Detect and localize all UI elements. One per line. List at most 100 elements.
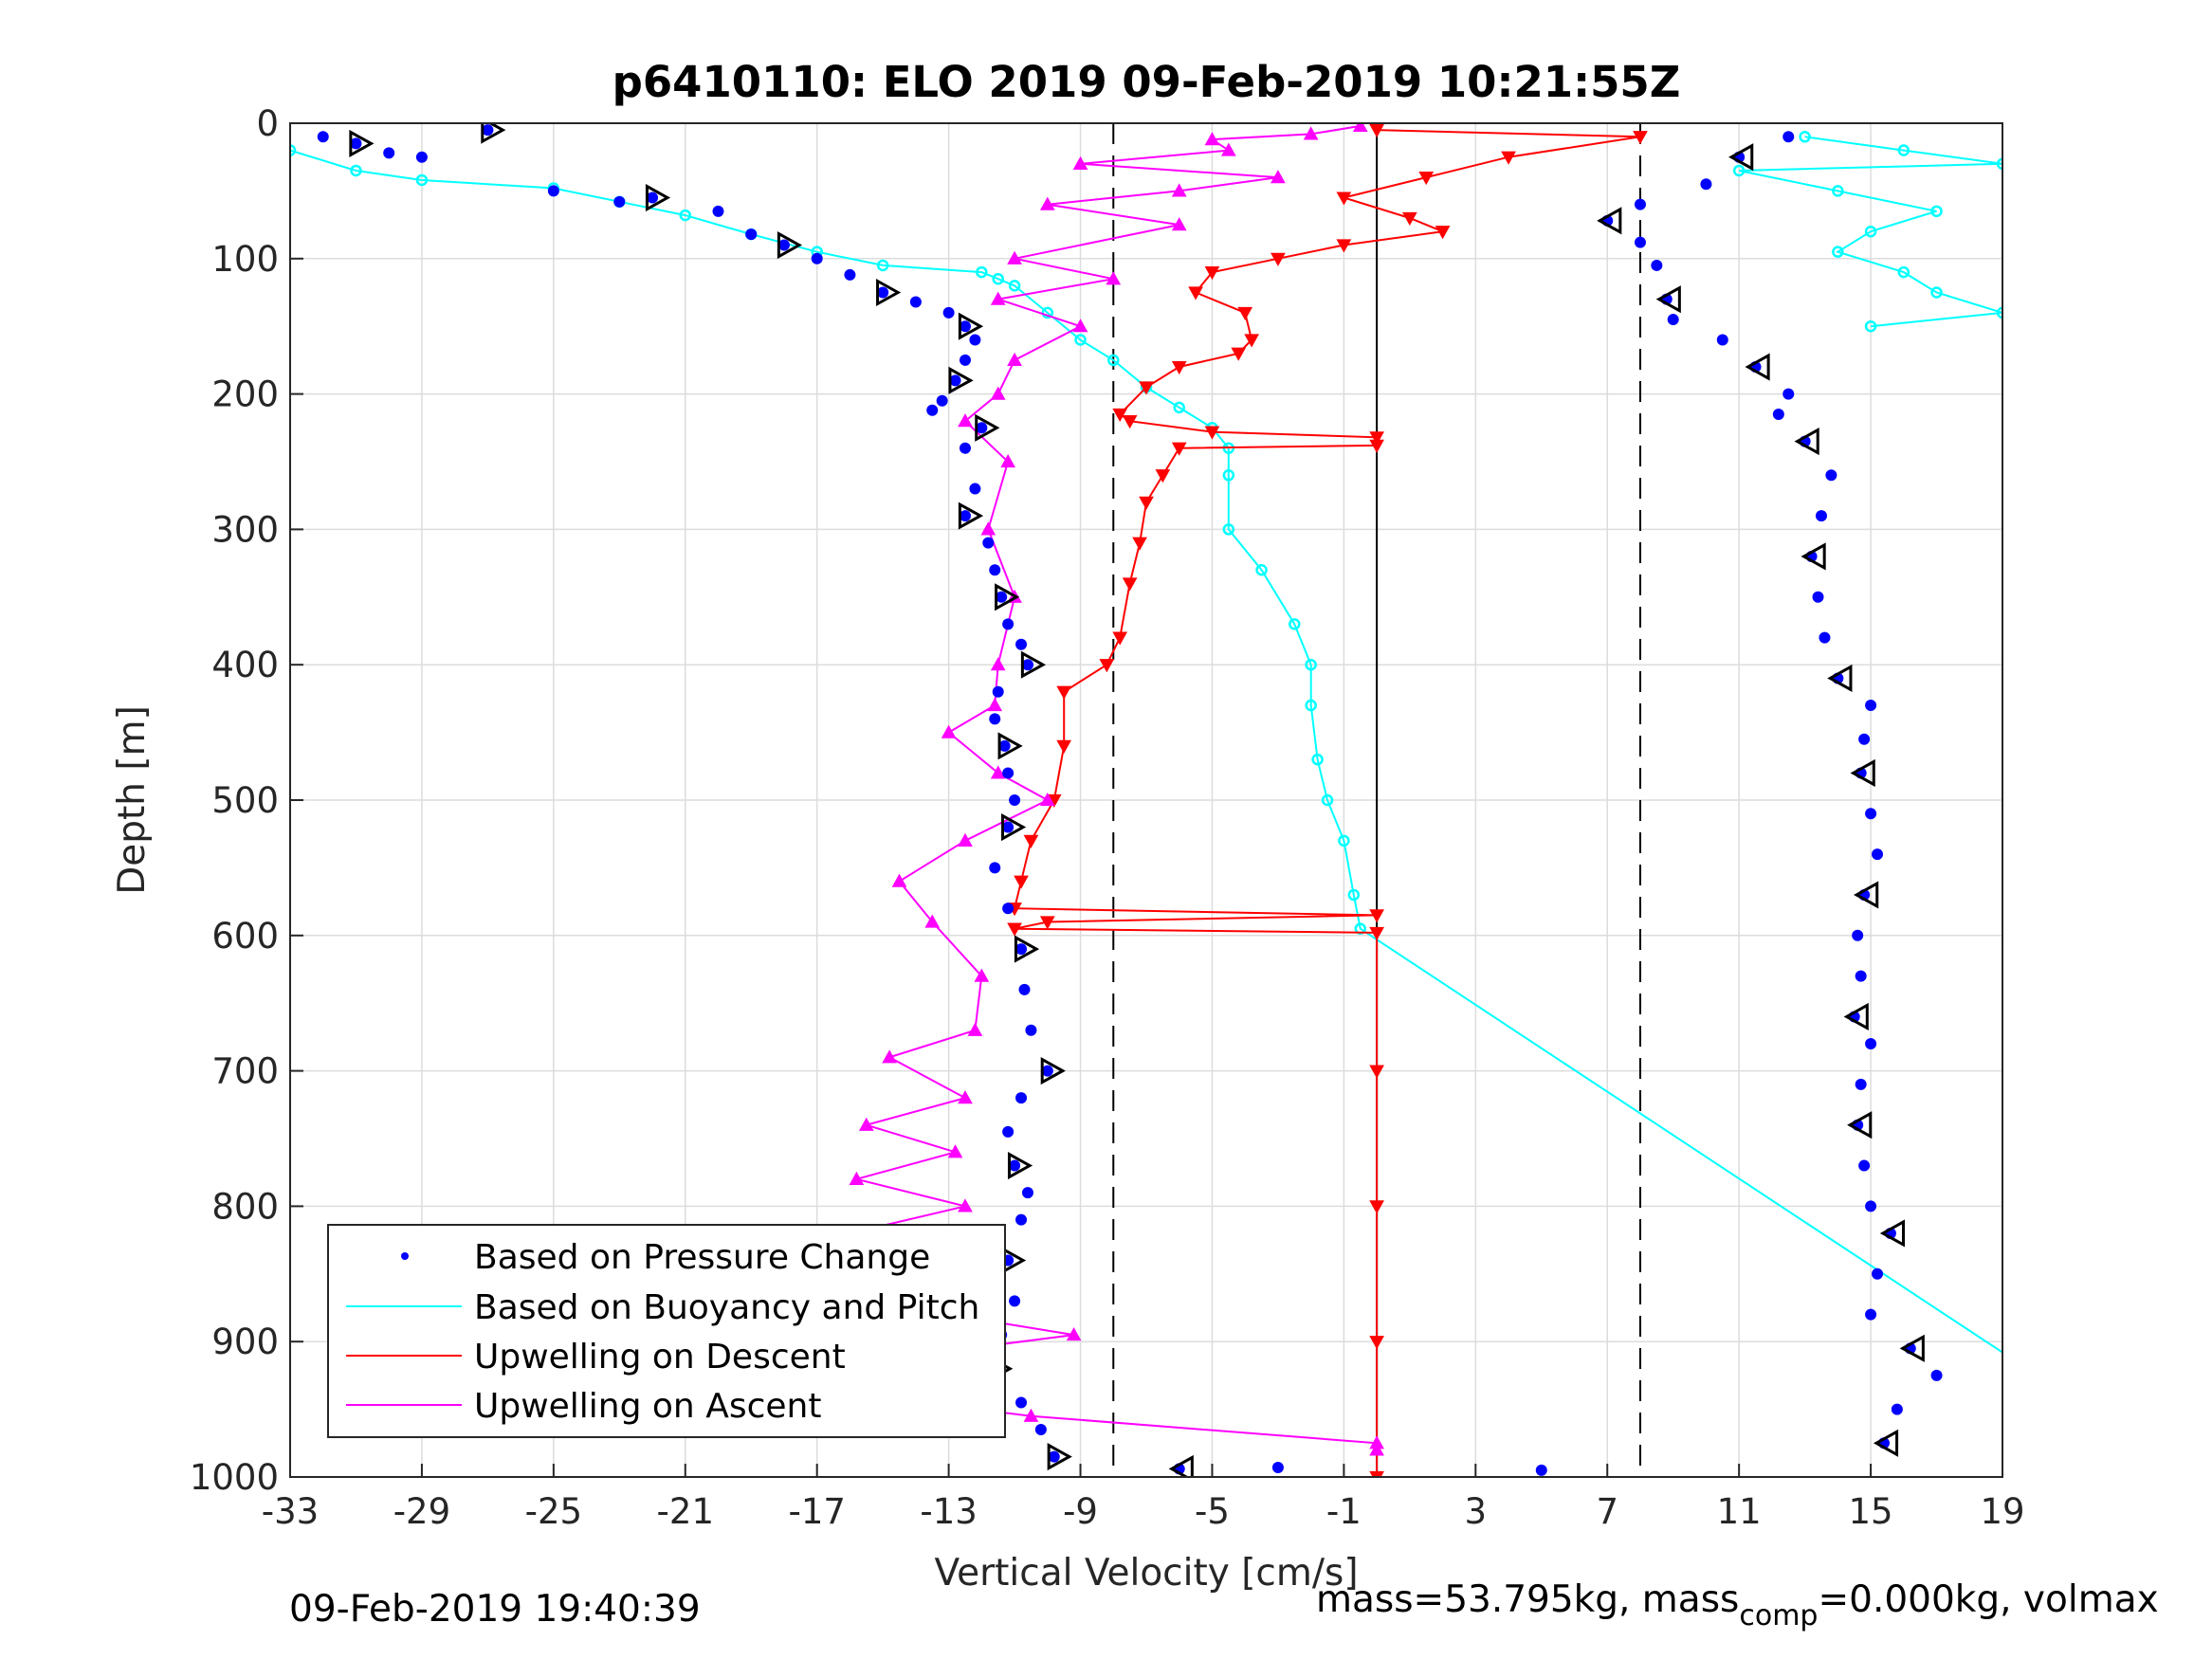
ascent-upwelling-marker [1220, 142, 1236, 156]
pressure-change-dot [844, 268, 856, 281]
pressure-triangle-marker [1168, 1454, 1194, 1477]
buoyancy-climb-point [1832, 246, 1844, 258]
pressure-triangle-marker [1879, 1219, 1906, 1248]
y-tick-label: 0 [256, 103, 279, 144]
descent-upwelling-marker [1369, 439, 1384, 453]
descent-upwelling-line [1013, 129, 1641, 1477]
descent-upwelling-marker [1237, 306, 1253, 320]
ascent-upwelling-marker [958, 1090, 973, 1104]
ascent-upwelling-marker [941, 724, 957, 738]
buoyancy-climb-point [1864, 319, 1877, 333]
buoyancy-climb-point [1799, 131, 1811, 143]
ascent-upwelling-marker [1007, 250, 1022, 264]
pressure-triangle-marker [1873, 1429, 1899, 1457]
pressure-change-dot [1015, 943, 1028, 956]
x-tick-label: -9 [1063, 1491, 1098, 1532]
pressure-change-dot [959, 510, 971, 522]
descent-upwelling-marker [1171, 360, 1187, 375]
descent-upwelling-marker [1139, 496, 1154, 510]
pressure-change-dot [996, 591, 1008, 603]
ascent-upwelling-marker [947, 1144, 963, 1158]
buoyancy-point [679, 209, 692, 222]
descent-upwelling-marker [1231, 347, 1247, 361]
pressure-change-dot [1815, 510, 1827, 522]
pressure-triangle-marker [1007, 1152, 1033, 1180]
descent-upwelling-marker [1204, 426, 1220, 440]
pressure-change-dot [1002, 821, 1015, 833]
pressure-triangle-marker [948, 366, 974, 394]
y-tick-label: 900 [211, 1322, 279, 1362]
pressure-triangle-marker [1850, 758, 1875, 787]
descent-upwelling-marker [1336, 239, 1352, 253]
pressure-change-dot [647, 191, 659, 204]
pressure-change-dot [745, 228, 758, 241]
y-tick-label: 600 [211, 916, 279, 957]
ascent-upwelling-marker [1352, 123, 1368, 132]
descent-upwelling-marker [1122, 577, 1138, 592]
pressure-change-dot [547, 185, 559, 197]
axis-ticks: -33 -29 -25 -21 -17 -13 -9 -5 -1 3 7 11 15 1901002003… [190, 103, 2025, 1532]
x-tick-label: -29 [393, 1491, 450, 1532]
pressure-change-dot [613, 195, 626, 208]
descent-upwelling-marker [1401, 211, 1417, 226]
buoyancy-point [876, 259, 889, 272]
buoyancy-climb-line [1738, 136, 2002, 328]
pressure-triangle-marker [1847, 1111, 1873, 1139]
pressure-triangle-marker [1801, 542, 1826, 571]
buoyancy-point [1107, 354, 1120, 367]
descent-upwelling-marker [1435, 226, 1451, 240]
descent-upwelling-marker [1271, 252, 1286, 266]
legend-label: Upwelling on Descent [474, 1338, 846, 1376]
pressure-change-dot [1855, 1078, 1867, 1090]
ascent-upwelling-marker [990, 657, 1006, 671]
ascent-upwelling-marker [1000, 453, 1015, 468]
buoyancy-point [976, 265, 988, 279]
pressure-triangle-marker [1014, 935, 1040, 963]
pressure-change-dot [1872, 1267, 1884, 1280]
pressure-change-dot [1002, 902, 1015, 915]
pressure-change-dot [959, 354, 971, 366]
pressure-change-dot [969, 334, 981, 346]
descent-upwelling-marker [1188, 286, 1203, 301]
ascent-upwelling-marker [849, 1171, 865, 1185]
buoyancy-climb-point [1864, 225, 1877, 238]
buoyancy-climb-point [1832, 185, 1844, 197]
pressure-triangle-marker [1047, 1443, 1072, 1471]
pressure-change-dot [1865, 700, 1877, 712]
pressure-change-dot [1002, 767, 1015, 779]
ascent-upwelling-marker [1072, 155, 1088, 170]
buoyancy-point [1338, 834, 1350, 848]
ascent-upwelling-marker [1007, 352, 1022, 366]
pressure-triangle-marker [1827, 664, 1853, 693]
pressure-triangle-marker [975, 413, 1000, 442]
ascent-upwelling-marker [924, 914, 941, 928]
pressure-change-dot [1872, 848, 1884, 861]
x-tick-label: 19 [1980, 1491, 2024, 1532]
descent-upwelling-marker [1014, 875, 1029, 889]
buoyancy-climb-point [1996, 306, 2002, 319]
buoyancy-point [1305, 658, 1317, 671]
legend-label: Based on Pressure Change [474, 1238, 930, 1277]
ascent-upwelling-marker [967, 1022, 983, 1036]
footer-timestamp: 09-Feb-2019 19:40:39 [289, 1588, 701, 1631]
buoyancy-point [1305, 699, 1317, 712]
y-axis-label: Depth [m] [111, 705, 154, 895]
x-tick-label: -21 [657, 1491, 714, 1532]
x-tick-label: -1 [1326, 1491, 1362, 1532]
descent-upwelling-marker [1369, 926, 1384, 940]
pressure-change-dot [1025, 1024, 1037, 1036]
footer-mass-info: mass=53.795kg, masscomp=0.000kg, volmax [1316, 1578, 2159, 1632]
buoyancy-climb-point [1930, 286, 1943, 299]
buoyancy-point [1347, 888, 1361, 902]
pressure-change-dot [1865, 1308, 1877, 1321]
ascent-upwelling-marker [990, 291, 1006, 305]
descent-upwelling-marker [1336, 191, 1352, 206]
pressure-change-dot [1015, 638, 1028, 650]
descent-upwelling-marker [1369, 909, 1384, 923]
pressure-change-dot [1009, 1159, 1021, 1172]
pressure-change-dot [1865, 1200, 1877, 1212]
pressure-change-dot [976, 422, 988, 434]
ascent-upwelling-marker [1039, 792, 1055, 807]
ascent-upwelling-marker [987, 698, 1003, 712]
